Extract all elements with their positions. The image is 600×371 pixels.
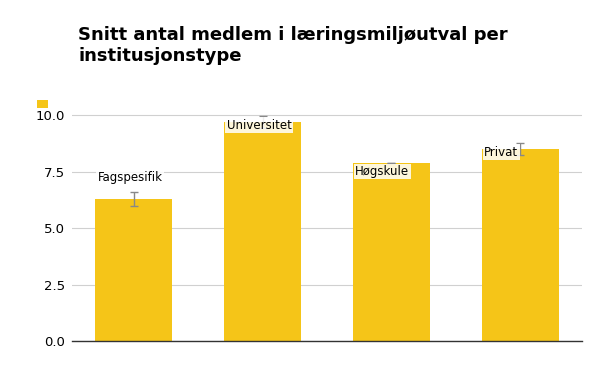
Text: Snitt antal medlem i læringsmiljøutval per
institusjonstype: Snitt antal medlem i læringsmiljøutval p…	[78, 26, 508, 65]
Legend: 	[37, 100, 48, 110]
Bar	[95, 199, 172, 341]
Bar	[224, 122, 301, 341]
Text: Fagspesifik: Fagspesifik	[98, 171, 163, 184]
Text: Privat: Privat	[484, 146, 518, 159]
Text: Høgskule: Høgskule	[355, 165, 409, 178]
Bar	[353, 162, 430, 341]
Bar	[482, 149, 559, 341]
Text: Universitet: Universitet	[227, 119, 292, 132]
